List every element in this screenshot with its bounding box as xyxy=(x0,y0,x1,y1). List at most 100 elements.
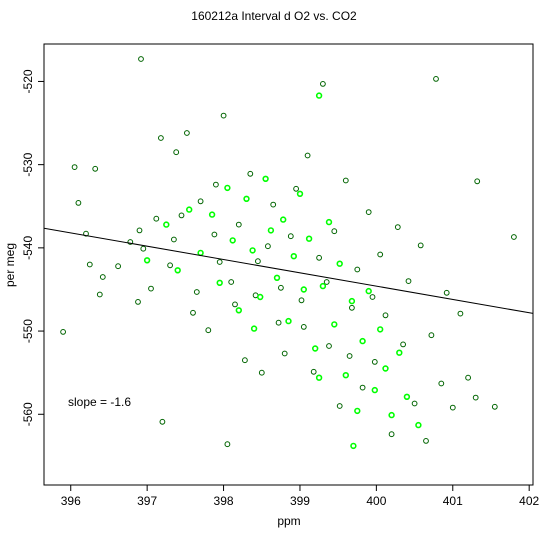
x-tick-label-1: 397 xyxy=(137,494,157,508)
chart-title: 160212a Interval d O2 vs. CO2 xyxy=(191,9,357,23)
data-point-s1-19 xyxy=(296,190,304,198)
plot-frame xyxy=(43,43,534,486)
y-tick-label-4: -520 xyxy=(21,69,35,93)
data-point-s0-73 xyxy=(491,403,498,410)
data-point-s0-24 xyxy=(205,327,212,334)
data-point-s0-84 xyxy=(369,294,376,300)
data-point-s0-51 xyxy=(354,266,361,273)
data-point-s0-12 xyxy=(138,56,144,62)
data-point-s1-15 xyxy=(273,274,281,281)
data-point-s0-69 xyxy=(457,310,464,317)
data-point-s1-40 xyxy=(315,374,323,381)
data-point-s0-37 xyxy=(275,319,282,326)
x-tick-label-5: 401 xyxy=(443,494,463,508)
data-point-s1-17 xyxy=(285,317,292,325)
data-point-s1-3 xyxy=(186,206,193,213)
data-point-s0-70 xyxy=(465,374,472,381)
data-point-s0-53 xyxy=(365,209,372,216)
data-point-s0-29 xyxy=(228,279,235,285)
data-point-s0-50 xyxy=(349,304,355,311)
data-point-s1-20 xyxy=(300,286,307,293)
data-point-s0-55 xyxy=(377,251,384,258)
data-point-s1-34 xyxy=(377,326,384,333)
data-point-s0-1 xyxy=(71,164,78,171)
data-point-s1-12 xyxy=(257,293,264,301)
data-point-s1-4 xyxy=(197,249,204,257)
data-point-s0-60 xyxy=(405,278,412,285)
data-point-s0-42 xyxy=(304,152,311,159)
data-point-s1-6 xyxy=(216,279,223,286)
data-point-s1-33 xyxy=(371,386,378,394)
data-point-s1-41 xyxy=(250,325,258,332)
data-point-s0-27 xyxy=(220,112,227,119)
data-point-s0-8 xyxy=(115,263,121,270)
data-point-s1-30 xyxy=(354,407,361,415)
x-tick-label-0: 396 xyxy=(61,494,81,508)
data-point-s1-23 xyxy=(315,92,323,99)
data-point-s0-9 xyxy=(127,239,134,245)
data-point-s0-41 xyxy=(298,297,305,304)
data-point-s1-36 xyxy=(388,411,395,419)
data-point-s1-42 xyxy=(350,442,357,450)
data-point-s0-65 xyxy=(433,76,439,82)
data-point-s0-81 xyxy=(300,324,307,330)
data-point-s0-66 xyxy=(438,380,445,387)
data-point-s0-31 xyxy=(242,357,248,364)
data-point-s1-2 xyxy=(174,267,181,274)
data-point-s0-48 xyxy=(336,403,343,409)
data-point-s1-18 xyxy=(290,253,297,260)
x-tick-label-2: 398 xyxy=(214,494,234,508)
data-point-s0-43 xyxy=(310,368,317,375)
data-point-s0-26 xyxy=(216,259,223,265)
data-point-s0-72 xyxy=(474,178,481,185)
data-point-s0-49 xyxy=(342,177,349,184)
data-point-s1-35 xyxy=(382,365,389,372)
data-point-s0-38 xyxy=(281,350,288,357)
data-point-s1-5 xyxy=(208,211,216,218)
data-point-s0-75 xyxy=(171,236,177,243)
data-point-s0-67 xyxy=(443,289,450,296)
data-point-s0-40 xyxy=(293,185,300,192)
data-point-s0-15 xyxy=(153,215,160,222)
data-point-s0-64 xyxy=(428,332,435,339)
y-tick-label-0: -560 xyxy=(21,402,35,426)
data-point-s0-21 xyxy=(184,130,190,136)
data-point-s0-45 xyxy=(320,81,326,87)
data-point-s0-78 xyxy=(232,301,238,308)
data-point-s1-28 xyxy=(342,372,349,379)
x-tick-label-3: 399 xyxy=(290,494,310,508)
data-point-s1-7 xyxy=(224,184,231,192)
data-point-s0-10 xyxy=(135,299,141,305)
data-point-s0-13 xyxy=(140,245,147,252)
data-point-s0-83 xyxy=(346,353,353,359)
data-point-s1-25 xyxy=(325,218,333,226)
data-point-s0-59 xyxy=(400,341,407,348)
data-point-s0-56 xyxy=(382,312,389,319)
data-point-s0-79 xyxy=(255,258,261,265)
data-point-s1-37 xyxy=(396,349,403,356)
data-point-s0-18 xyxy=(167,262,174,269)
data-point-s0-25 xyxy=(211,231,218,238)
data-point-s0-46 xyxy=(326,343,332,349)
y-axis: -560 -550 -540 -530 -520 xyxy=(21,69,44,426)
data-point-s0-22 xyxy=(190,309,196,316)
data-point-s0-4 xyxy=(86,261,93,268)
data-point-s0-20 xyxy=(178,212,185,219)
data-point-s0-19 xyxy=(173,149,180,156)
data-point-s0-54 xyxy=(371,359,378,365)
data-point-s0-0 xyxy=(60,329,66,335)
data-point-s0-62 xyxy=(417,242,424,249)
data-point-s0-80 xyxy=(278,284,284,291)
data-point-s1-39 xyxy=(415,421,422,429)
data-point-s0-32 xyxy=(247,170,254,177)
data-point-s0-34 xyxy=(258,369,265,376)
data-point-s0-52 xyxy=(359,384,366,391)
y-tick-label-2: -540 xyxy=(21,236,35,260)
data-point-s0-11 xyxy=(136,227,143,234)
data-point-s1-11 xyxy=(249,247,256,254)
data-point-s0-58 xyxy=(394,224,401,231)
data-point-s1-21 xyxy=(305,235,313,242)
data-point-s1-31 xyxy=(359,337,366,345)
data-point-s0-14 xyxy=(148,285,154,292)
